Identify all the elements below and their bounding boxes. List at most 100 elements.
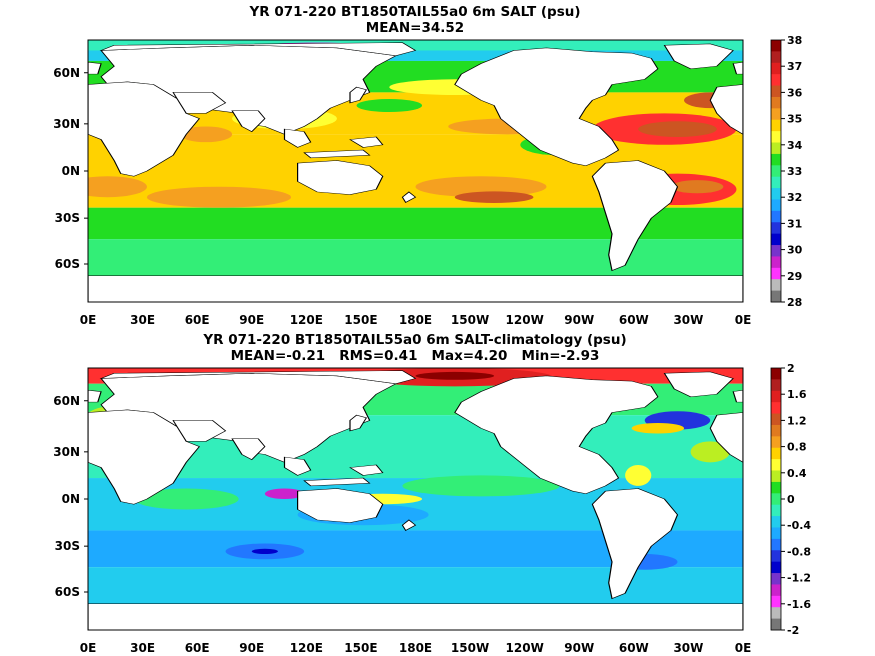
panel1-title: YR 071-220 BT1850TAIL55a0 6m SALT (psu)	[249, 4, 581, 20]
colorbar-label: -1.6	[787, 598, 811, 611]
colorbar-label: 33	[787, 165, 802, 178]
panel2-title: YR 071-220 BT1850TAIL55a0 6m SALT-climat…	[203, 332, 627, 348]
colorbar-swatch	[771, 618, 781, 631]
lon-label: 150E	[344, 641, 377, 655]
colorbar-label: -0.8	[787, 545, 811, 558]
lon-label: 120E	[290, 313, 323, 327]
colorbar-swatch	[771, 290, 781, 303]
colorbar-label: 36	[787, 86, 803, 99]
colorbar-swatch	[771, 210, 781, 223]
lon-label: 60W	[619, 641, 649, 655]
colorbar-swatch	[771, 561, 781, 574]
colorbar-swatch	[771, 584, 781, 597]
panel2-subtitle: MEAN=-0.21 RMS=0.41 Max=4.20 Min=-2.93	[230, 348, 600, 364]
colorbar-label: -1.2	[787, 572, 811, 585]
colorbar-label: 28	[787, 296, 802, 309]
lon-label: 90E	[239, 313, 264, 327]
colorbar-swatch	[771, 85, 781, 98]
lat-label: 60S	[55, 257, 80, 271]
colorbar-swatch	[771, 40, 781, 52]
colorbar-label: 35	[787, 113, 802, 126]
colorbar-swatch	[771, 96, 781, 109]
colorbar-swatch	[771, 413, 781, 426]
colorbar-label: 0.4	[787, 467, 807, 480]
map-layers	[87, 39, 744, 631]
colorbar-label: 29	[787, 270, 802, 283]
colorbar-label: 0.8	[787, 441, 807, 454]
colorbars: 38 37 36 35 34 33 32 31 30 29 28 2 1.6 1.2 0.8 0.4 0 -0.4…	[770, 34, 811, 637]
colorbar-swatch	[771, 470, 781, 483]
lon-label: 90W	[564, 313, 594, 327]
colorbar-swatch	[771, 481, 781, 494]
colorbar-label: 30	[787, 244, 803, 257]
lon-label: 90E	[239, 641, 264, 655]
colorbar-swatch	[771, 245, 781, 257]
lon-label: 60E	[185, 641, 210, 655]
colorbar-swatch	[771, 165, 781, 178]
lon-label: 120E	[290, 641, 323, 655]
colorbar-swatch	[771, 538, 781, 551]
lat-label: 30S	[55, 211, 80, 225]
colorbar-swatch	[771, 279, 781, 292]
colorbar-swatch	[771, 62, 781, 75]
lat-label: 30N	[53, 445, 80, 459]
lon-label: 120W	[506, 641, 544, 655]
lon-label: 0E	[80, 641, 97, 655]
colorbar-swatch	[771, 176, 781, 189]
lon-label: 30W	[673, 641, 703, 655]
lon-label: 180E	[399, 641, 432, 655]
colorbar-swatch	[771, 424, 781, 437]
colorbar-swatch	[771, 51, 781, 64]
lon-label: 180E	[399, 313, 432, 327]
colorbar-swatch	[771, 199, 781, 212]
colorbar-label: 38	[787, 34, 802, 47]
colorbar-label: 32	[787, 191, 802, 204]
lon-label: 150W	[451, 313, 489, 327]
colorbar-swatch	[771, 516, 781, 528]
colorbar-swatch	[771, 267, 781, 280]
colorbar-label: 1.6	[787, 388, 807, 401]
colorbar-swatch	[771, 74, 781, 87]
map-panel-1	[88, 40, 743, 302]
colorbar-label: -0.4	[787, 519, 811, 532]
colorbar-swatch	[771, 573, 781, 585]
colorbar-swatch	[771, 142, 781, 155]
colorbar-label: 37	[787, 60, 802, 73]
lon-label: 30W	[673, 313, 703, 327]
colorbar-label: -2	[787, 624, 799, 637]
colorbar-swatch	[771, 256, 781, 269]
colorbar-label: 0	[787, 493, 795, 506]
colorbar-swatch	[771, 607, 781, 620]
lon-label: 150W	[451, 641, 489, 655]
lon-label: 0E	[80, 313, 97, 327]
lat-label: 60N	[53, 66, 80, 80]
colorbar-swatch	[771, 131, 781, 144]
lat-label: 30N	[53, 117, 80, 131]
lat-label: 60N	[53, 394, 80, 408]
lon-label: 30E	[130, 313, 155, 327]
lon-label: 60W	[619, 313, 649, 327]
lon-label: 0E	[735, 641, 752, 655]
map-panel-2	[88, 368, 743, 630]
colorbar-swatch	[771, 108, 781, 121]
lat-label: 60S	[55, 585, 80, 599]
colorbar-swatch	[771, 368, 781, 380]
colorbar-swatch	[771, 504, 781, 517]
lat-label: 30S	[55, 539, 80, 553]
lat-label: 0N	[62, 492, 80, 506]
colorbar-label: 1.2	[787, 414, 807, 427]
colorbar-swatch	[771, 390, 781, 403]
panel1-subtitle: MEAN=34.52	[365, 20, 465, 36]
colorbar-swatch	[771, 550, 781, 563]
lat-label: 0N	[62, 164, 80, 178]
colorbar-swatch	[771, 595, 781, 608]
colorbar-label: 2	[787, 362, 795, 375]
colorbar-swatch	[771, 436, 781, 449]
lon-label: 0E	[735, 313, 752, 327]
colorbar-swatch	[771, 188, 781, 200]
lon-label: 120W	[506, 313, 544, 327]
colorbar-swatch	[771, 222, 781, 235]
colorbar-swatch	[771, 447, 781, 460]
